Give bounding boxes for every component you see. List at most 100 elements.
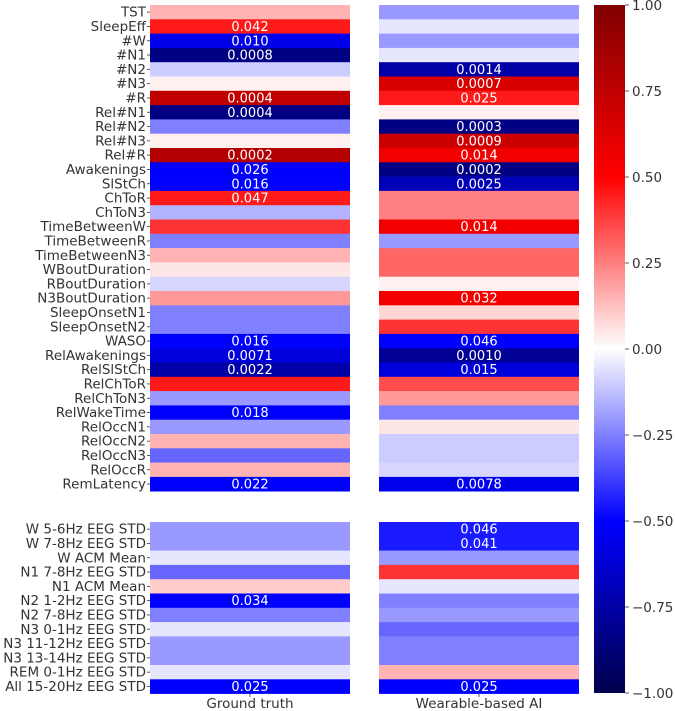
heatmap-cell [150, 650, 350, 666]
row-label: RelAwakenings [45, 348, 146, 364]
heatmap-cell [150, 5, 350, 20]
cell-annotation: 0.015 [460, 363, 497, 378]
cell-annotation: 0.0002 [227, 149, 273, 164]
heatmap-cell [379, 579, 579, 594]
heatmap-cell [379, 119, 579, 134]
heatmap-cell [150, 19, 350, 34]
cell-annotation: 0.022 [231, 478, 268, 493]
heatmap-cell [150, 105, 350, 120]
cell-annotation: 0.047 [231, 192, 268, 207]
cell-annotation: 0.025 [460, 91, 497, 106]
column-label: Ground truth [206, 696, 293, 711]
row-label: Rel#N2 [95, 119, 146, 135]
heatmap-cell [150, 276, 350, 292]
row-label: TST [120, 5, 147, 21]
heatmap-cell [150, 462, 350, 478]
heatmap-cell [379, 133, 579, 149]
colorbar-tick-label: −1.00 [632, 686, 673, 702]
heatmap-cell [150, 579, 350, 594]
colorbar-ticks: 1.00 0.75 0.50 0.25 0.00 −0.25 −0.50 −0.75 −1.00 [625, 0, 673, 702]
heatmap-cell [150, 536, 350, 551]
column-labels: Ground truth Wearable-based AI [206, 694, 542, 711]
row-label: N3BoutDuration [37, 291, 146, 307]
row-label: TimeBetweenN3 [34, 248, 146, 264]
heatmap-cell [379, 362, 579, 378]
heatmap-cell [379, 162, 579, 177]
heatmap-cell [150, 148, 350, 163]
heatmap-cell [379, 476, 579, 492]
heatmap-cell [379, 5, 579, 20]
heatmap-cell [150, 405, 350, 420]
row-label: #N3 [116, 76, 146, 92]
row-label: #R [125, 90, 146, 106]
cell-annotation: 0.0010 [456, 349, 502, 364]
heatmap-cell [379, 233, 579, 249]
heatmap-cell [150, 248, 350, 263]
heatmap-cell [379, 262, 579, 277]
row-label: RelWakeTime [56, 405, 146, 421]
colorbar-tick-label: 0.25 [632, 256, 662, 272]
row-labels: TSTSleepEff#W#N1#N2#N3#RRel#N1Rel#N2Rel#… [3, 5, 150, 695]
cell-annotation: 0.041 [460, 537, 497, 552]
colorbar: 1.00 0.75 0.50 0.25 0.00 −0.25 −0.50 −0.75 −1.00 [594, 0, 673, 702]
heatmap-cell [150, 90, 350, 106]
column-label: Wearable-based AI [416, 696, 543, 711]
row-label: W 5-6Hz EEG STD [26, 522, 146, 538]
heatmap-cell [379, 219, 579, 235]
colorbar-tick-label: 0.75 [632, 84, 662, 100]
cell-annotation: 0.025 [460, 680, 497, 695]
row-label: WBoutDuration [43, 262, 146, 278]
cell-annotation: 0.014 [460, 149, 497, 164]
colorbar-tick-label: −0.75 [632, 600, 673, 616]
heatmap-cell [379, 391, 579, 406]
heatmap-cell [379, 76, 579, 92]
row-label: RelChToN3 [74, 391, 146, 407]
row-label: REM 0-1Hz EEG STD [10, 665, 146, 681]
cell-annotation: 0.026 [231, 163, 268, 178]
row-label: Rel#R [104, 148, 146, 164]
row-label: N2 7-8Hz EEG STD [20, 607, 146, 623]
cell-annotation: 0.0014 [456, 63, 502, 78]
colorbar-tick-label: −0.25 [632, 428, 673, 444]
row-label: SleepOnsetN1 [50, 305, 146, 321]
colorbar-tick-label: 1.00 [632, 0, 662, 14]
cell-annotation: 0.046 [460, 523, 497, 538]
colorbar-tick-label: −0.50 [632, 514, 673, 530]
row-label: N3 11-12Hz EEG STD [3, 636, 146, 652]
heatmap-cell [379, 622, 579, 637]
heatmap-cell [379, 33, 579, 49]
heatmap-cell [379, 593, 579, 609]
heatmap-cell [150, 33, 350, 49]
row-label: W 7-8Hz EEG STD [26, 536, 146, 552]
heatmap-cell [379, 276, 579, 292]
heatmap-cell [379, 291, 579, 306]
heatmap-cell [379, 348, 579, 363]
heatmap-cell [379, 333, 579, 349]
cell-annotation: 0.034 [231, 594, 268, 609]
heatmap-cell [150, 291, 350, 306]
heatmap-cell [379, 148, 579, 163]
row-label: TimeBetweenW [40, 219, 146, 235]
heatmap-cell [150, 348, 350, 363]
heatmap-cell [379, 462, 579, 478]
heatmap-cell [379, 550, 579, 566]
heatmap-cell [150, 665, 350, 680]
heatmap-cell [150, 76, 350, 92]
cell-annotation: 0.032 [460, 292, 497, 307]
heatmap-cell [379, 376, 579, 392]
heatmap-cell [379, 607, 579, 623]
cell-annotation: 0.018 [231, 406, 268, 421]
row-label: TimeBetweenR [44, 233, 147, 249]
row-label: N3 0-1Hz EEG STD [20, 622, 146, 638]
heatmap-cell [379, 190, 579, 206]
row-label: N2 1-2Hz EEG STD [20, 593, 146, 609]
row-label: #W [121, 33, 146, 49]
heatmap-cell [379, 419, 579, 435]
heatmap-cell [150, 434, 350, 449]
cell-annotation: 0.0004 [227, 91, 273, 106]
heatmap-cell [150, 419, 350, 435]
row-label: WASO [105, 334, 146, 350]
heatmap-cell [379, 305, 579, 320]
row-label: SlStCh [102, 176, 146, 192]
cell-annotation: 0.0008 [227, 49, 273, 64]
